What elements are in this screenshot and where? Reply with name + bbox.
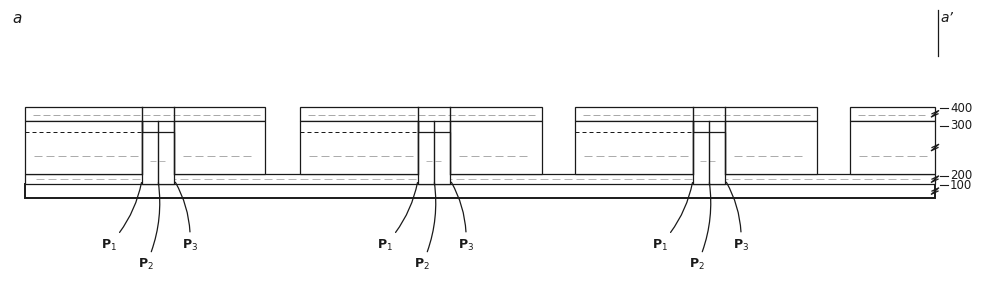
Text: a’: a’ [940, 11, 953, 25]
Text: 100: 100 [950, 179, 972, 192]
Bar [25, 174, 935, 184]
Text: 300: 300 [950, 119, 972, 132]
Bar [450, 121, 542, 174]
Bar [850, 121, 935, 174]
Text: P$_3$: P$_3$ [451, 182, 474, 253]
Bar [300, 107, 542, 121]
Bar [693, 132, 725, 184]
Bar [174, 121, 265, 174]
Text: a: a [12, 11, 21, 26]
Text: P$_1$: P$_1$ [652, 183, 692, 253]
Text: P$_2$: P$_2$ [414, 183, 436, 272]
Bar [575, 107, 817, 121]
Bar [300, 121, 418, 174]
Text: P$_2$: P$_2$ [138, 183, 160, 272]
Bar [418, 132, 450, 184]
Bar [25, 107, 265, 121]
Text: P$_3$: P$_3$ [175, 182, 198, 253]
Bar [575, 121, 693, 174]
Bar [25, 184, 935, 198]
Text: P$_3$: P$_3$ [726, 182, 749, 253]
Text: 400: 400 [950, 102, 972, 115]
Bar [725, 121, 817, 174]
Text: P$_2$: P$_2$ [689, 183, 711, 272]
Bar [142, 132, 174, 184]
Bar [850, 107, 935, 121]
Text: P$_1$: P$_1$ [101, 183, 141, 253]
Text: 200: 200 [950, 169, 972, 182]
Bar [25, 121, 142, 174]
Text: P$_1$: P$_1$ [377, 183, 417, 253]
